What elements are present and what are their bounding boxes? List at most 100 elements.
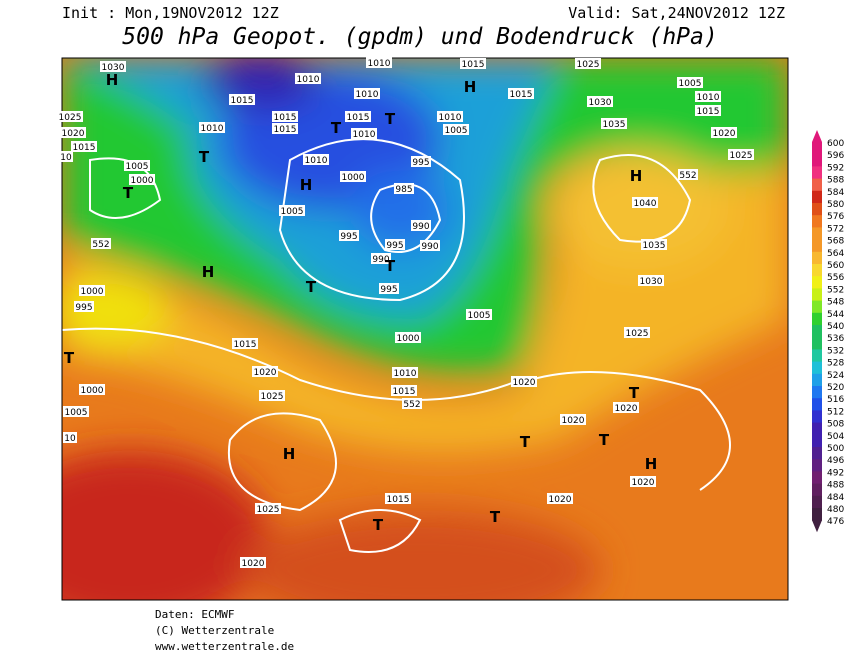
colorbar-label: 492: [827, 468, 844, 478]
isobar-label: 1015: [462, 60, 485, 70]
isobar-label-box: [129, 174, 155, 185]
isobar-label-box: [279, 205, 305, 216]
isobar-label-box: [466, 309, 492, 320]
isobar-label: 1005: [281, 207, 304, 217]
isobar-label-box: [295, 73, 321, 84]
isobar-label-box: [508, 88, 534, 99]
isobar-label: 995: [75, 303, 92, 313]
pressure-center: T: [520, 433, 531, 451]
isobar-label: 1005: [445, 126, 468, 136]
isobar-label: 1020: [513, 378, 536, 388]
pressure-center: H: [300, 176, 313, 194]
isobar-label: 990: [372, 255, 389, 265]
isobar-label: 990: [412, 222, 429, 232]
colorbar-label: 476: [827, 517, 844, 527]
colorbar-label: 584: [827, 188, 844, 198]
isobar-label-box: [728, 149, 754, 160]
isobar-label-box: [199, 122, 225, 133]
colorbar-band: [812, 312, 822, 326]
footer-line: Daten: ECMWF: [155, 608, 234, 621]
isobar-label: 1020: [713, 129, 736, 139]
isobar-label-box: [395, 332, 421, 343]
isobar-label: 1010: [368, 59, 391, 69]
isobar-label-box: [638, 275, 664, 286]
isobar-label: 552: [679, 171, 696, 181]
isobar-label-box: [613, 402, 639, 413]
colorbar-band: [812, 434, 822, 448]
colorbar-label: 480: [827, 505, 844, 515]
isobar-label: 1000: [397, 334, 420, 344]
colorbar-label: 500: [827, 444, 844, 454]
colorbar-label: 560: [827, 261, 844, 271]
colorbar-label: 484: [827, 493, 844, 503]
isobar-label-box: [232, 338, 258, 349]
isobar-label-box: [63, 406, 89, 417]
isobar-label: 1020: [632, 478, 655, 488]
isobar-label: 995: [340, 232, 357, 242]
colorbar-band: [812, 373, 822, 387]
footer-line: (C) Wetterzentrale: [155, 624, 274, 637]
isobar-label-box: [60, 127, 86, 138]
isobar-label-box: [345, 111, 371, 122]
colorbar-band: [812, 349, 822, 363]
isobar-label-box: [443, 124, 469, 135]
colorbar-label: 568: [827, 237, 844, 247]
colorbar-band: [812, 227, 822, 241]
colorbar-label: 580: [827, 200, 844, 210]
isobar-label: 1000: [342, 173, 365, 183]
isobar-label: 1020: [242, 559, 265, 569]
isobar-label-box: [587, 96, 613, 107]
isobar-label: 10: [64, 434, 76, 444]
colorbar-label: 596: [827, 151, 844, 161]
pressure-center: H: [464, 78, 477, 96]
pressure-center: T: [199, 148, 210, 166]
map-title: 500 hPa Geopot. (gpdm) und Bodendruck (h…: [122, 24, 717, 50]
isobar-label: 1035: [603, 120, 626, 130]
colorbar-label: 588: [827, 176, 844, 186]
colorbar-tip: [812, 520, 822, 533]
isobar-label-box: [460, 58, 486, 69]
colorbar-label: 572: [827, 224, 844, 234]
colorbar-label: 528: [827, 359, 844, 369]
isobar-label-box: [711, 127, 737, 138]
colorbar-label: 556: [827, 273, 844, 283]
isobar-label: 1000: [81, 287, 104, 297]
isobar-label-box: [547, 493, 573, 504]
colorbar-band: [812, 459, 822, 472]
isobar-label-box: [354, 88, 380, 99]
colorbar-tip: [812, 130, 822, 142]
isobar-label: 1005: [679, 79, 702, 89]
pressure-center: T: [490, 508, 501, 526]
isobar-label-box: [255, 503, 281, 514]
colorbar-band: [812, 398, 822, 411]
isobar-label: 1000: [81, 386, 104, 396]
colorbar-band: [812, 178, 822, 192]
pressure-center: T: [385, 110, 396, 128]
isobar-label: 10: [60, 153, 72, 163]
pressure-center: T: [599, 431, 610, 449]
isobar-label: 1010: [297, 75, 320, 85]
isobar-label: 1020: [254, 368, 277, 378]
isobar-label: 995: [412, 158, 429, 168]
colorbar-label: 532: [827, 346, 844, 356]
colorbar-band: [812, 422, 822, 436]
pressure-center: T: [331, 119, 342, 137]
isobar-label: 1010: [439, 113, 462, 123]
colorbar-label: 508: [827, 420, 844, 430]
pressure-center: T: [629, 384, 640, 402]
isobar-label-box: [366, 57, 392, 68]
map: [62, 58, 788, 600]
isobar-label: 1015: [387, 495, 410, 505]
isobar-label: 1010: [394, 369, 417, 379]
isobar-label-box: [402, 398, 422, 409]
pressure-center: T: [385, 257, 396, 275]
isobar-label-box: [630, 476, 656, 487]
isobar-label-box: [695, 91, 721, 102]
isobar-label-box: [624, 327, 650, 338]
isobar-label: 985: [395, 185, 412, 195]
isobar-label: 990: [421, 242, 438, 252]
isobar-label-box: [379, 283, 399, 294]
isobar-label-box: [340, 171, 366, 182]
isobar-label-box: [601, 118, 627, 129]
isobar-label: 1015: [347, 113, 370, 123]
